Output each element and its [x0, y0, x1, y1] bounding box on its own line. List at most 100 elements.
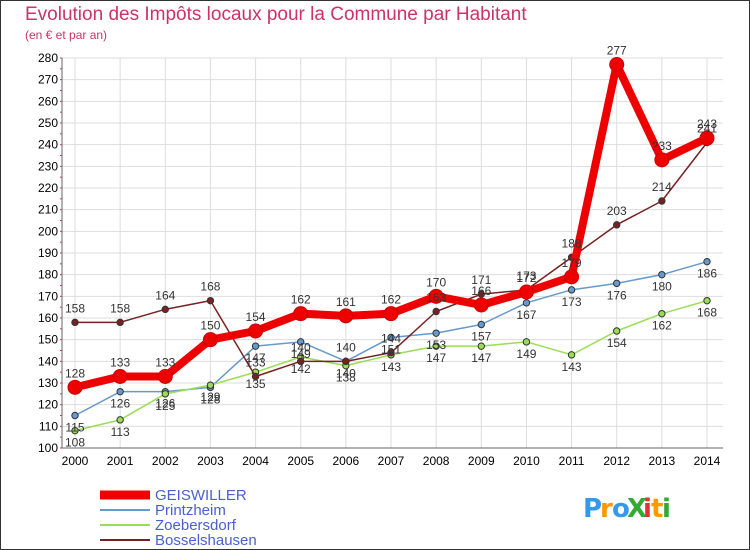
- y-tick-label: 270: [38, 73, 58, 87]
- data-point: [251, 372, 260, 381]
- data-point: [206, 381, 215, 389]
- data-point: [387, 348, 395, 357]
- data-label: 147: [426, 351, 446, 365]
- data-point: [518, 284, 534, 300]
- data-label: 108: [65, 436, 85, 450]
- y-tick-label: 170: [38, 289, 58, 303]
- data-label: 140: [336, 340, 356, 354]
- logo-letter: t: [651, 494, 663, 524]
- y-tick-label: 240: [38, 138, 58, 152]
- data-point: [71, 426, 79, 435]
- data-label: 126: [110, 397, 130, 411]
- data-point: [699, 130, 715, 146]
- data-point: [658, 270, 666, 279]
- x-tick-label: 2011: [559, 454, 585, 468]
- y-tick-label: 280: [38, 51, 58, 65]
- data-point: [432, 307, 440, 316]
- data-label: 176: [607, 288, 627, 302]
- data-label: 133: [246, 356, 266, 370]
- data-point: [522, 299, 531, 307]
- data-point: [477, 290, 485, 298]
- data-label: 162: [291, 293, 311, 307]
- data-point: [338, 308, 354, 324]
- data-label: 173: [516, 269, 536, 283]
- chart-subtitle: (en € et par an): [25, 28, 108, 42]
- logo-letter: i: [662, 494, 671, 524]
- data-label: 167: [516, 308, 536, 322]
- x-tick-label: 2002: [152, 454, 179, 468]
- data-point: [567, 286, 576, 294]
- y-tick-label: 130: [38, 376, 58, 390]
- data-label: 173: [562, 295, 582, 309]
- chart-title: Evolution des Impôts locaux pour la Comm…: [25, 4, 527, 25]
- data-point: [567, 351, 576, 359]
- data-point: [477, 320, 485, 329]
- y-tick-label: 210: [38, 203, 58, 217]
- data-label: 153: [426, 338, 446, 352]
- data-label: 149: [291, 347, 311, 361]
- data-point: [387, 333, 395, 342]
- data-label: 172: [516, 271, 536, 285]
- x-tick-label: 2006: [333, 454, 360, 468]
- data-label: 203: [607, 204, 627, 218]
- data-point: [251, 342, 260, 350]
- data-point: [112, 369, 128, 384]
- data-point: [297, 357, 305, 366]
- data-point: [383, 306, 399, 322]
- data-label: 163: [426, 291, 446, 305]
- y-tick-label: 230: [38, 159, 58, 173]
- data-label: 128: [65, 366, 85, 380]
- legend-label: Zoebersdorf: [155, 517, 237, 534]
- y-tick-label: 260: [38, 94, 58, 108]
- data-point: [432, 329, 440, 337]
- x-tick-label: 2003: [197, 454, 224, 468]
- legend-label: Printzheim: [155, 502, 226, 519]
- x-tick-label: 2008: [423, 454, 450, 468]
- y-tick-label: 220: [38, 181, 58, 195]
- data-point: [297, 338, 305, 346]
- data-label: 158: [110, 301, 130, 315]
- data-label: 128: [200, 392, 220, 406]
- x-tick-label: 2000: [62, 454, 89, 468]
- data-label: 126: [155, 397, 175, 411]
- data-point: [613, 221, 621, 229]
- data-label: 151: [381, 343, 401, 357]
- legend-label: GEISWILLER: [155, 487, 247, 504]
- y-tick-label: 180: [38, 268, 58, 282]
- logo-letter: P: [583, 494, 602, 524]
- y-tick-label: 160: [38, 311, 58, 325]
- data-point: [293, 306, 309, 322]
- data-label: 158: [65, 301, 85, 315]
- logo-letter: i: [643, 494, 652, 524]
- data-label: 140: [291, 340, 311, 354]
- data-label: 233: [652, 139, 672, 153]
- data-label: 241: [697, 122, 717, 136]
- logo-letter: o: [612, 494, 630, 524]
- data-label: 170: [426, 275, 446, 289]
- data-label: 164: [155, 288, 175, 302]
- data-label: 150: [200, 319, 220, 333]
- data-point: [654, 152, 670, 168]
- x-tick-label: 2013: [649, 454, 676, 468]
- data-point: [342, 357, 350, 366]
- data-label: 168: [697, 306, 717, 320]
- data-label: 168: [200, 280, 220, 294]
- data-point: [116, 318, 124, 327]
- y-tick-label: 190: [38, 246, 58, 260]
- data-label: 144: [381, 332, 401, 346]
- data-label: 140: [336, 366, 356, 380]
- y-tick-label: 140: [38, 354, 58, 368]
- data-label: 179: [562, 256, 582, 270]
- data-label: 142: [291, 362, 311, 376]
- data-label: 113: [111, 425, 130, 439]
- x-tick-label: 2005: [287, 454, 314, 468]
- x-tick-label: 2007: [378, 454, 405, 468]
- data-point: [609, 57, 625, 72]
- data-label: 125: [155, 399, 175, 413]
- x-tick-label: 2014: [694, 454, 721, 468]
- data-label: 277: [607, 44, 627, 58]
- data-label: 171: [471, 273, 491, 287]
- data-point: [432, 342, 440, 350]
- x-tick-label: 2009: [468, 454, 495, 468]
